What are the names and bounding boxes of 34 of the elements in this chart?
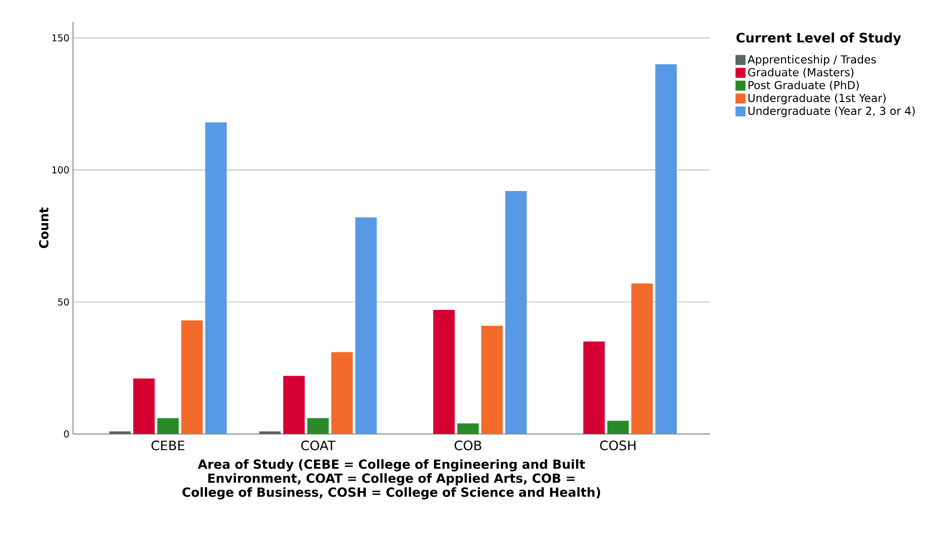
- y-tick-label: 0: [64, 430, 69, 438]
- bar: [607, 420, 629, 434]
- x-axis-title: Area of Study (CEBE = College of Engineering and Built Environment, COAT = College of Applied Arts, COB = College of Business, COSH = College of Science and Health): [182, 459, 600, 500]
- x-tick-label: COAT: [301, 440, 336, 450]
- bar: [631, 283, 653, 434]
- bar: [133, 378, 155, 434]
- bar: [283, 376, 305, 434]
- legend-label: Apprenticeship / Trades: [748, 55, 876, 66]
- bar: [655, 64, 677, 434]
- legend-label: Undergraduate (1st Year): [748, 94, 886, 104]
- y-tick-label: 50: [58, 298, 69, 306]
- legend-label: Undergraduate (Year 2, 3 or 4): [748, 106, 915, 118]
- bar: [433, 310, 455, 434]
- legend-label: Post Graduate (PhD): [748, 80, 859, 91]
- y-axis-title: Count: [39, 208, 48, 248]
- bar: [505, 191, 527, 434]
- bar: [259, 431, 281, 434]
- bar: [307, 418, 329, 434]
- y-tick-label: 100: [52, 166, 69, 174]
- x-tick-label: COSH: [600, 440, 636, 450]
- bar: [157, 418, 179, 434]
- y-tick-label: 150: [52, 34, 69, 42]
- bar: [205, 122, 227, 434]
- bar: [181, 320, 203, 434]
- legend-label: Graduate (Masters): [748, 68, 854, 78]
- bar: [583, 342, 605, 434]
- x-tick-label: CEBE: [152, 440, 184, 450]
- bar: [331, 352, 353, 434]
- legend-title: Current Level of Study: [736, 32, 902, 46]
- bar: [109, 431, 131, 434]
- bar: [457, 423, 479, 434]
- bar: [481, 326, 503, 434]
- bar: [355, 217, 377, 434]
- x-tick-label: COB: [454, 440, 482, 450]
